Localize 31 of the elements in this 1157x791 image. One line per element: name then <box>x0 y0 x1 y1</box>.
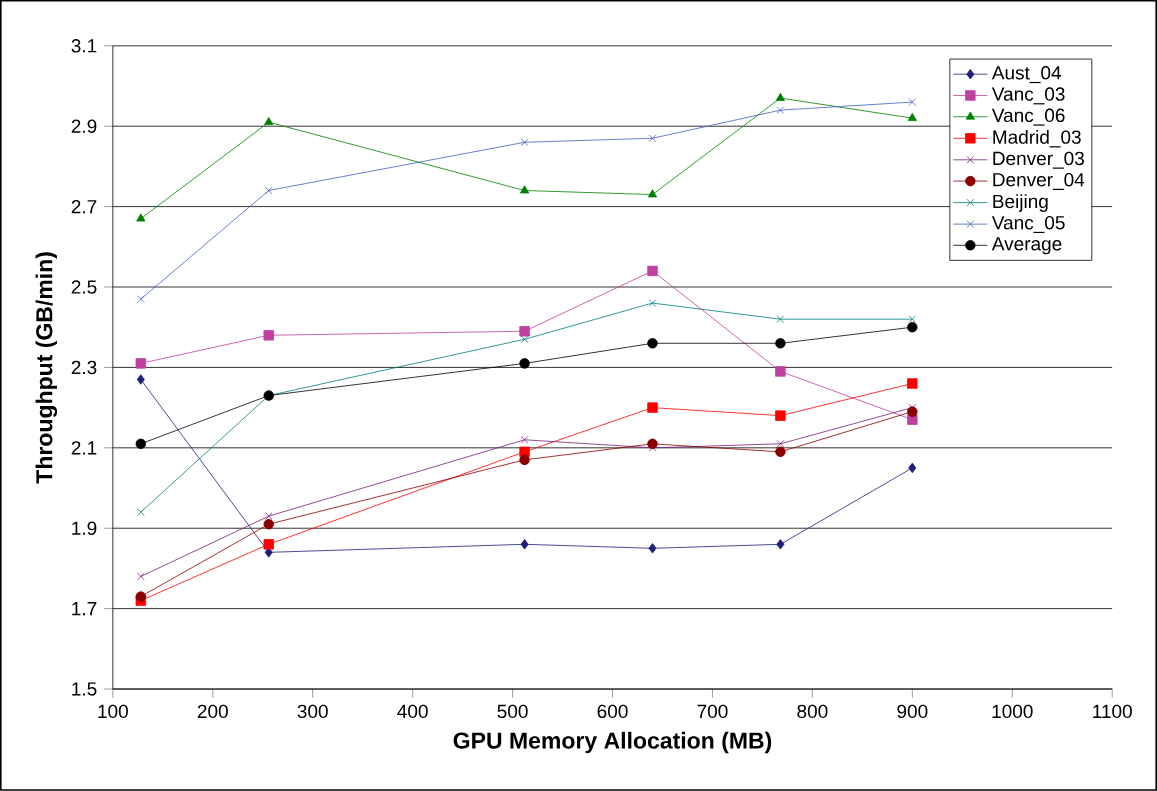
legend-label: Vanc_06 <box>991 108 1065 126</box>
legend-label: Vanc_03 <box>991 87 1065 105</box>
legend-label: Denver_03 <box>993 151 1084 169</box>
y-tick-label: 2.3 <box>71 360 97 375</box>
x-tick-label: 300 <box>297 704 328 719</box>
x-tick-label: 100 <box>98 704 128 719</box>
y-tick-label: 1.5 <box>72 682 97 696</box>
x-tick-label: 900 <box>897 704 928 719</box>
legend-label: Denver_04 <box>993 173 1085 191</box>
x-tick-label: 1000 <box>992 704 1033 719</box>
x-axis-title: GPU Memory Allocation (MB) <box>453 731 772 754</box>
x-tick-label: 700 <box>697 704 728 719</box>
y-tick-label: 1.7 <box>72 602 97 616</box>
y-tick-label: 2.9 <box>71 119 97 133</box>
x-tick-label: 400 <box>397 704 428 719</box>
legend-label: Madrid_03 <box>993 129 1081 148</box>
x-tick-label: 200 <box>197 704 228 719</box>
legend-label: Aust_04 <box>991 66 1061 84</box>
y-tick-label: 2.5 <box>71 280 97 294</box>
x-tick-label: 500 <box>497 704 528 719</box>
x-tick-label: 1100 <box>1093 704 1132 719</box>
y-tick-label: 3.1 <box>71 39 97 53</box>
x-tick-label: 800 <box>797 704 828 719</box>
y-tick-label: 2.1 <box>71 441 97 455</box>
x-tick-label: 600 <box>597 704 628 719</box>
y-tick-label: 2.7 <box>71 200 97 214</box>
legend-label: Beijing <box>993 194 1048 213</box>
legend-label: Average <box>991 237 1062 255</box>
y-tick-label: 1.9 <box>72 521 97 536</box>
y-axis-title: Throughput (GB/min) <box>35 252 58 484</box>
legend-label: Vanc_05 <box>991 216 1065 234</box>
